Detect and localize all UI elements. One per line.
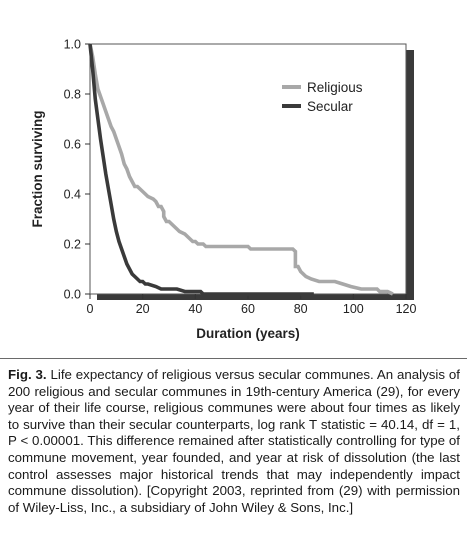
x-tick-label: 0 xyxy=(87,302,94,316)
x-tick-label: 100 xyxy=(343,302,364,316)
x-tick-label: 20 xyxy=(136,302,150,316)
caption-divider xyxy=(0,358,467,359)
figure-caption: Fig. 3. Life expectancy of religious ver… xyxy=(8,367,460,516)
legend: Religious Secular xyxy=(282,80,363,114)
x-tick-label: 80 xyxy=(294,302,308,316)
series-layer xyxy=(88,43,394,296)
caption-text: Life expectancy of religious versus secu… xyxy=(8,367,460,515)
y-tick-label: 0.8 xyxy=(64,88,81,102)
plot-frame xyxy=(89,43,407,295)
legend-label-secular: Secular xyxy=(307,99,353,114)
y-tick-label: 0.0 xyxy=(64,288,81,302)
legend-label-religious: Religious xyxy=(307,80,363,95)
y-tick-label: 0.2 xyxy=(64,238,81,252)
survival-chart: 0 20 40 60 80 100 120 0.0 0.2 0.4 0.6 0.8 1.0 Religi… xyxy=(30,38,417,342)
y-tick-label: 0.4 xyxy=(64,188,81,202)
x-axis-label: Duration (years) xyxy=(196,326,300,341)
series-line-religious xyxy=(88,43,394,296)
caption-label: Fig. 3. xyxy=(8,367,47,382)
axes: 0 20 40 60 80 100 120 0.0 0.2 0.4 0.6 0.8 1.0 xyxy=(64,38,417,317)
x-tick-label: 60 xyxy=(241,302,255,316)
y-tick-label: 1.0 xyxy=(64,38,81,52)
x-tick-label: 120 xyxy=(396,302,417,316)
x-tick-label: 40 xyxy=(188,302,202,316)
series-line-secular xyxy=(88,43,314,296)
y-tick-label: 0.6 xyxy=(64,138,81,152)
y-axis-label: Fraction surviving xyxy=(30,110,45,227)
